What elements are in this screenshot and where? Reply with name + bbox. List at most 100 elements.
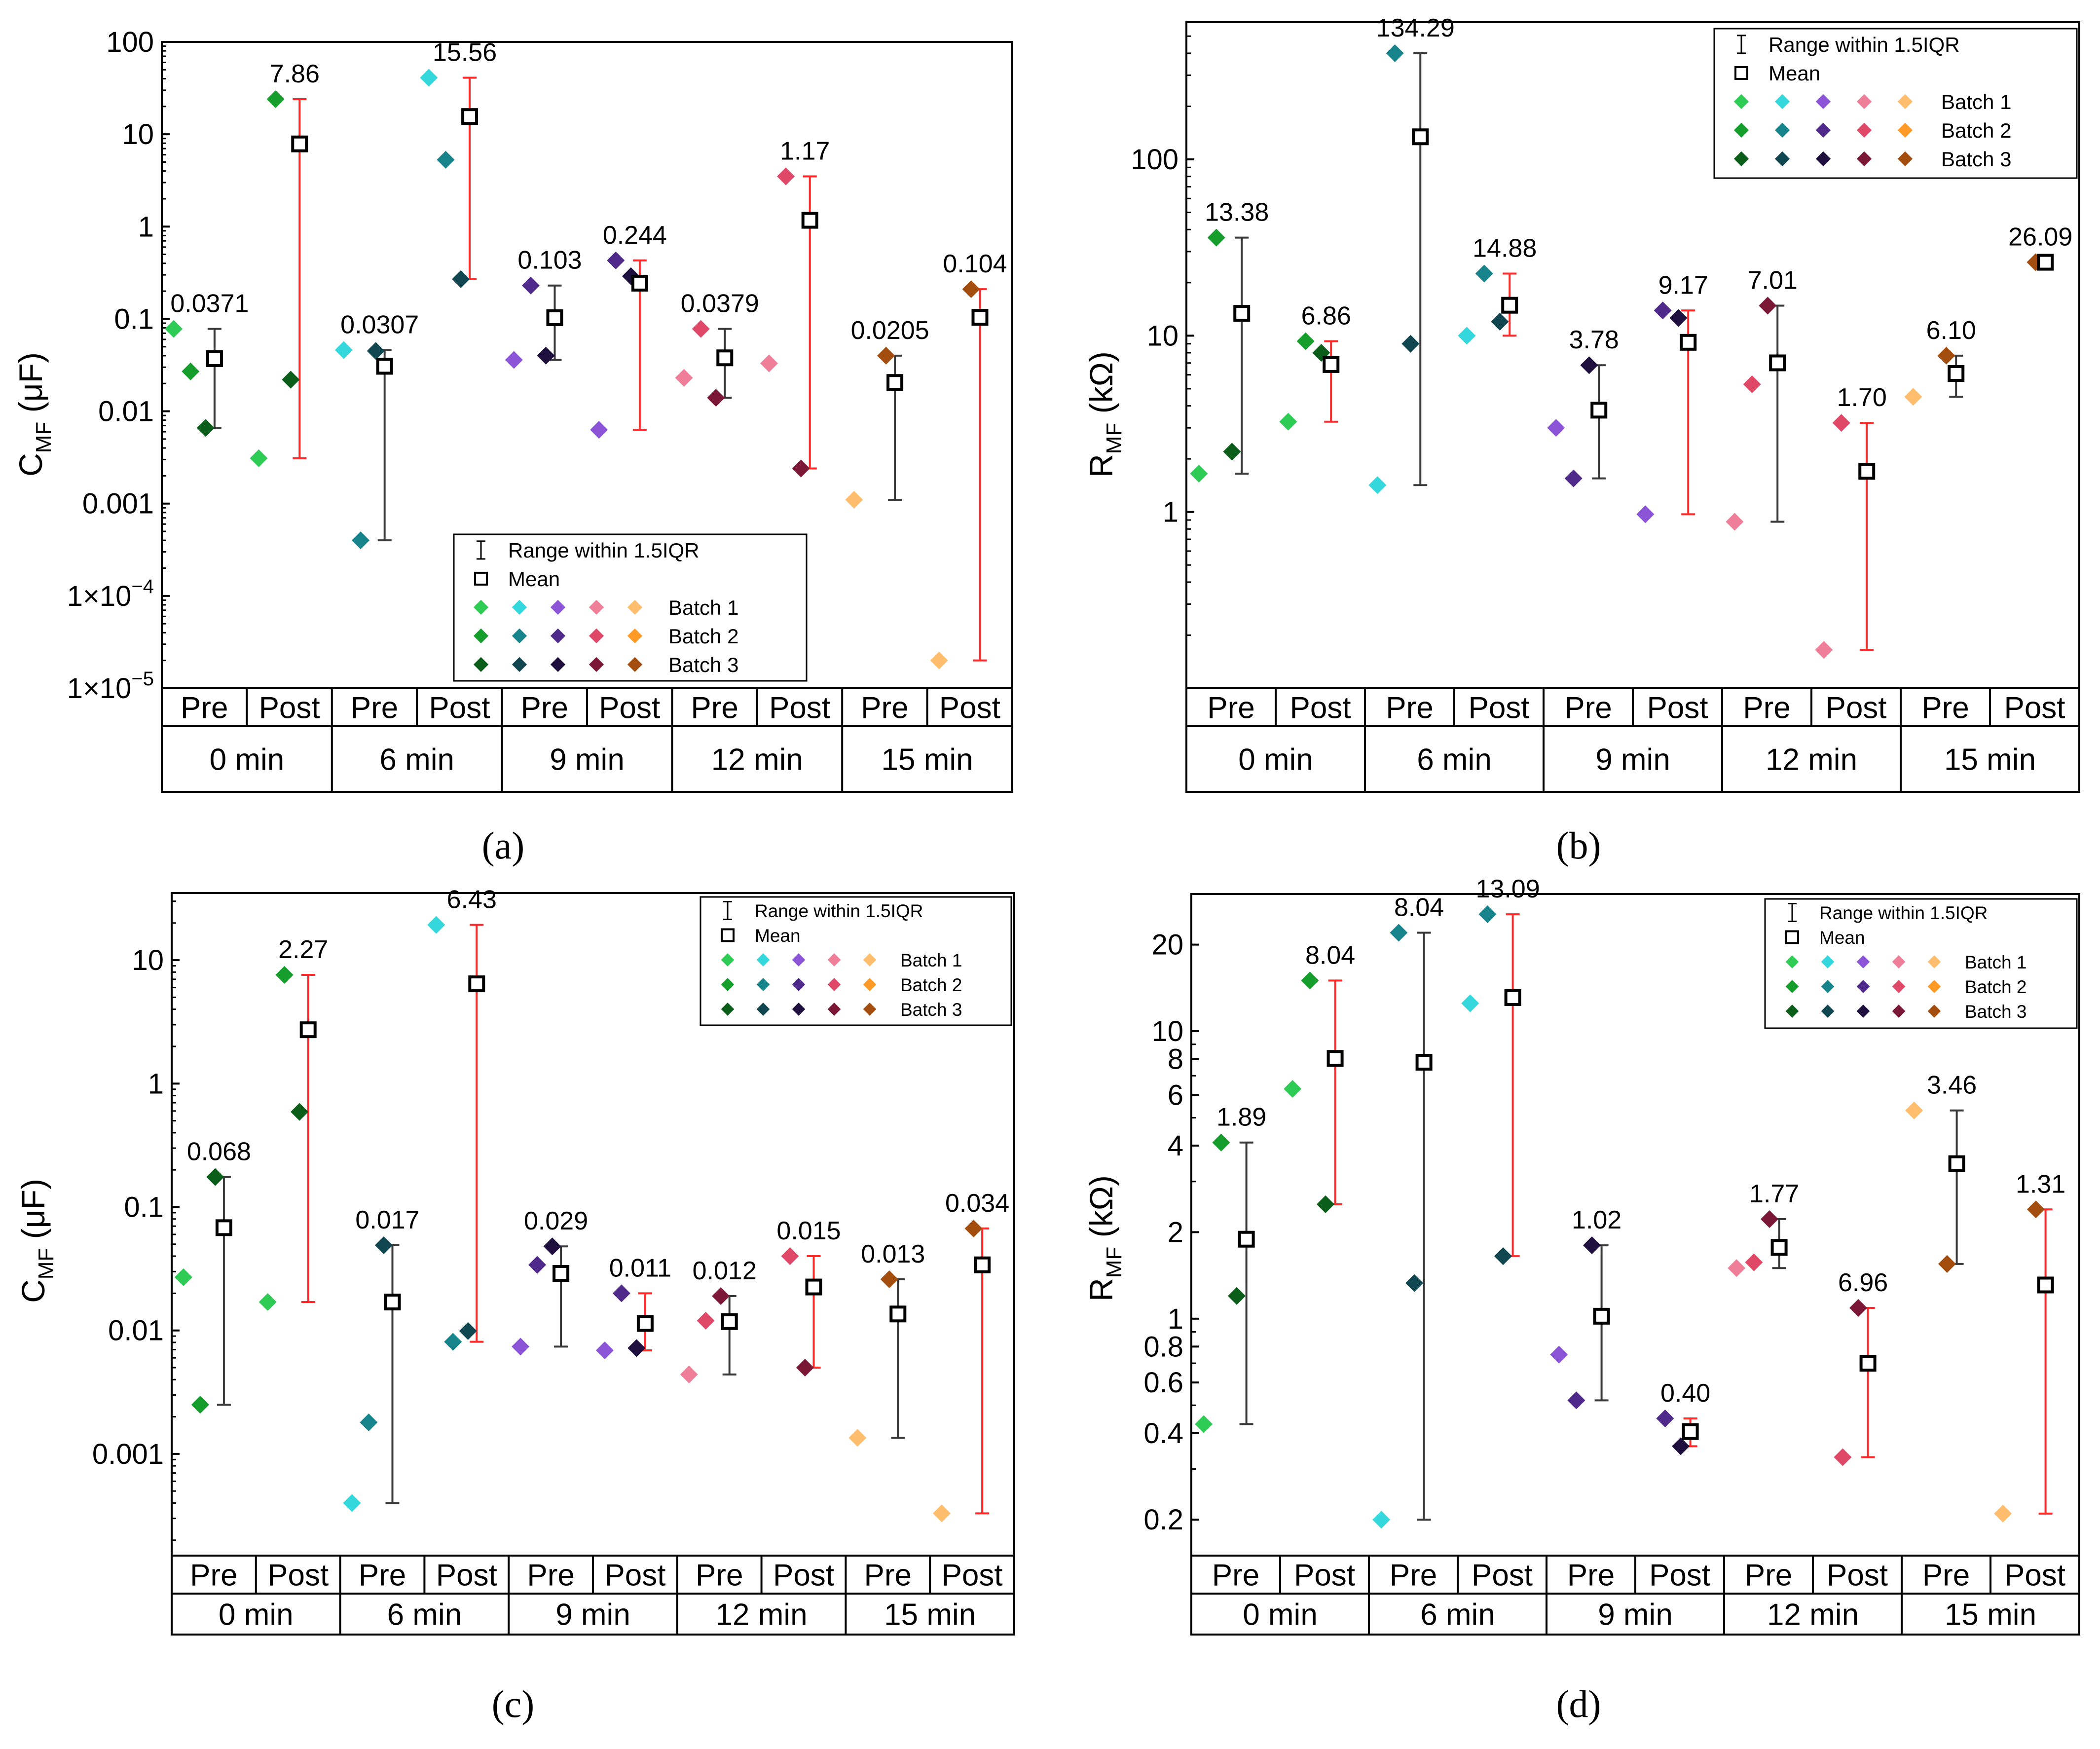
mean-label: 1.02 (1572, 1206, 1621, 1234)
data-point-batch-1 (848, 1429, 867, 1447)
mean-marker (215, 1219, 232, 1236)
data-point-batch-3 (964, 1220, 983, 1238)
legend-batch-marker (1927, 980, 1941, 993)
data-point-batch-3 (2027, 1200, 2045, 1219)
legend-batch-marker (1785, 1005, 1799, 1018)
data-point-batch-1 (845, 490, 863, 509)
legend-batch-marker (1785, 980, 1799, 993)
phase-label-post: Post (773, 1559, 834, 1593)
data-group: 2.27 (258, 935, 328, 1311)
data-point-batch-1 (590, 421, 608, 439)
mean-label: 0.012 (693, 1257, 757, 1285)
mean-label: 6.10 (1926, 316, 1976, 345)
phase-label-pre: Pre (1564, 691, 1612, 725)
data-point-batch-3 (1317, 1195, 1334, 1213)
data-point-batch-1 (1368, 476, 1387, 494)
y-axis-label-unit: (μF) (12, 352, 49, 422)
y-axis-label: CMF (μF) (12, 352, 56, 477)
legend-batch-label: Batch 2 (668, 625, 738, 648)
legend-batch-marker (1892, 955, 1906, 968)
mean-label: 0.0205 (851, 316, 929, 345)
mean-marker (468, 975, 485, 993)
y-tick-label: 1×10−4 (67, 576, 154, 612)
data-point-batch-3 (880, 1270, 898, 1288)
data-point-batch-2 (612, 1284, 630, 1302)
mean-marker (1504, 989, 1521, 1006)
y-axis-label-subscript: MF (1102, 423, 1126, 454)
mean-marker (461, 108, 479, 125)
data-point-batch-1 (1284, 1079, 1302, 1098)
plot-frame (161, 41, 1013, 793)
legend-batch-marker (1821, 1005, 1835, 1018)
legend-batch-marker (1785, 955, 1799, 968)
legend-batch-marker (1733, 151, 1749, 167)
y-axis-label: RMF (kΩ) (1083, 351, 1126, 478)
mean-label: 1.89 (1216, 1103, 1266, 1132)
data-group: 1.31 (1994, 1170, 2065, 1523)
mean-marker (1593, 1307, 1610, 1325)
mean-marker (1858, 463, 1876, 480)
mean-label: 0.029 (524, 1207, 588, 1235)
mean-marker (1501, 297, 1518, 314)
legend-mean-label: Mean (1819, 928, 1865, 948)
y-axis-label-main: C (15, 1279, 51, 1303)
phase-label-pre: Pre (861, 691, 908, 725)
plot-frame (1185, 21, 2080, 793)
data-point-batch-2 (191, 1396, 209, 1414)
mean-label: 0.034 (945, 1189, 1009, 1218)
data-point-batch-1 (1815, 641, 1833, 659)
y-axis-label: CMF (μF) (15, 1179, 58, 1303)
data-point-batch-2 (1212, 1133, 1230, 1152)
y-tick-label: 0.01 (98, 396, 154, 428)
data-point-batch-1 (1726, 513, 1744, 531)
y-tick-label: 0.1 (114, 303, 154, 335)
mean-marker (1323, 356, 1340, 373)
y-tick-label: 4 (1168, 1130, 1183, 1162)
legend-mean-symbol (474, 571, 488, 586)
data-point-batch-2 (1654, 301, 1672, 320)
mean-marker (1948, 1155, 1965, 1172)
legend-batch-label: Batch 3 (1941, 148, 2011, 171)
y-axis-label-unit: (kΩ) (1083, 351, 1119, 423)
data-point-batch-3 (792, 459, 810, 478)
legend-batch-marker (827, 1003, 841, 1016)
mean-label: 0.103 (517, 246, 582, 275)
y-tick-label: 0.4 (1143, 1417, 1183, 1450)
mean-label: 8.04 (1394, 893, 1444, 922)
data-group: 0.0307 (334, 311, 419, 550)
data-point-batch-1 (427, 916, 445, 934)
data-group: 1.89 (1195, 1103, 1266, 1433)
data-point-batch-3 (459, 1322, 477, 1340)
data-point-batch-3 (1401, 335, 1420, 353)
data-point-batch-1 (933, 1504, 951, 1523)
time-label: 6 min (1420, 1598, 1495, 1632)
data-point-batch-2 (1564, 469, 1583, 487)
data-point-batch-1 (505, 351, 523, 369)
data-group: 7.01 (1726, 266, 1798, 531)
phase-label-pre: Pre (527, 1559, 574, 1593)
data-point-batch-2 (437, 150, 455, 169)
time-label: 15 min (882, 743, 973, 777)
time-label: 15 min (884, 1598, 976, 1632)
mean-label: 1.70 (1837, 383, 1887, 412)
legend-range-label: Range within 1.5IQR (508, 539, 700, 562)
legend-batch-marker (550, 657, 566, 672)
data-point-batch-2 (1567, 1391, 1585, 1410)
phase-label-post: Post (1472, 1559, 1533, 1593)
mean-label: 0.244 (603, 221, 667, 250)
mean-marker (971, 309, 989, 326)
data-group: 134.29 (1368, 14, 1455, 494)
legend-batch-label: Batch 2 (900, 975, 962, 995)
data-point-batch-3 (537, 346, 555, 365)
data-group: 0.40 (1656, 1379, 1710, 1455)
phase-label-pre: Pre (1207, 691, 1254, 725)
mean-label: 0.40 (1660, 1379, 1710, 1408)
panel-a: Pre Post Pre Post Pre Post Pre Post Pre Post 0 min… (12, 26, 1013, 867)
mean-marker (1326, 1050, 1344, 1067)
time-label: 9 min (550, 743, 625, 777)
y-tick-label: 6 (1168, 1079, 1183, 1111)
data-point-batch-2 (697, 1311, 715, 1330)
mean-label: 26.09 (2008, 223, 2072, 252)
mean-marker (2037, 254, 2054, 271)
